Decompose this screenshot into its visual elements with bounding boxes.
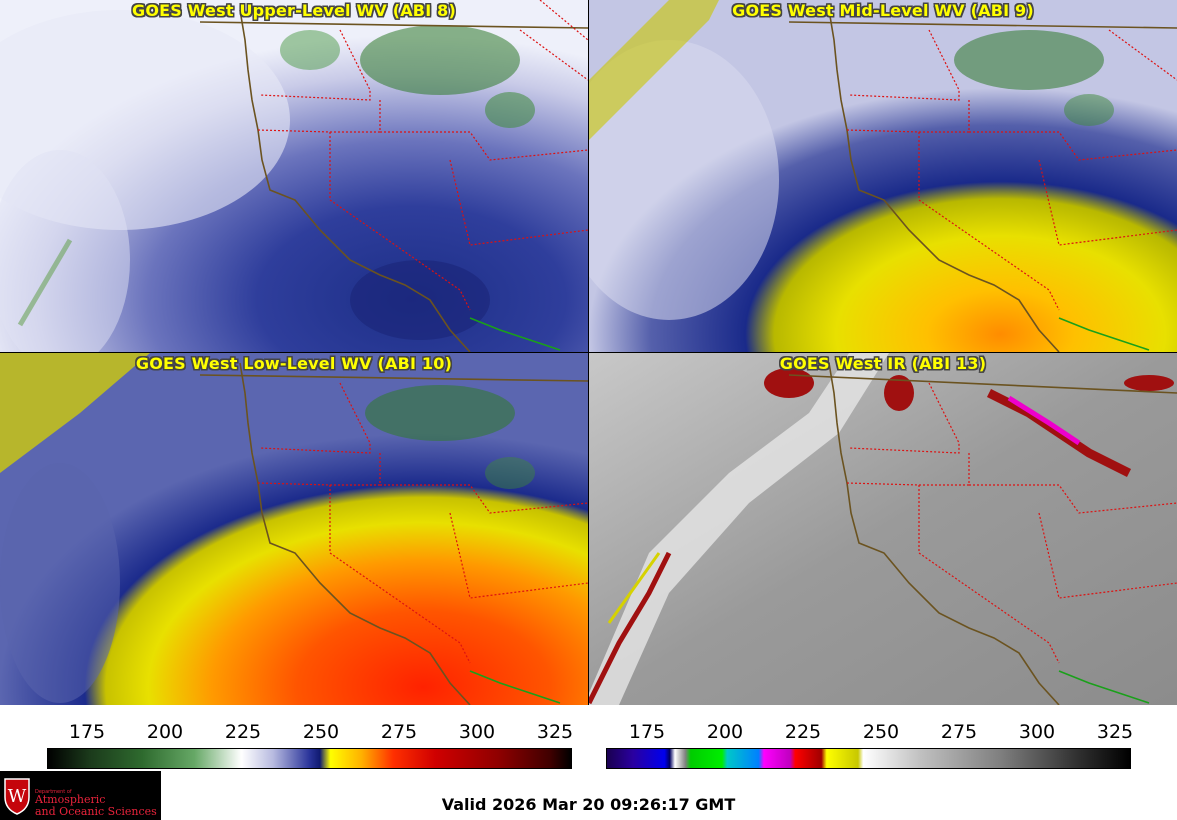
tick-label: 200 [706,721,744,743]
tick-label: 250 [302,721,340,743]
svg-text:W: W [8,786,27,807]
panel-title: GOES West Mid-Level WV (ABI 9) [732,1,1034,20]
logo-line-1: Atmospheric [35,793,106,806]
ir-color-scale [606,748,1131,769]
logo-department: Department of [35,789,72,795]
upper-level-wv-panel: GOES West Upper-Level WV (ABI 8) [0,0,588,352]
tick-label: 300 [1018,721,1056,743]
panel-title: GOES West Upper-Level WV (ABI 8) [132,1,456,20]
wv-colorbar: 175 200 225 250 275 300 325 [0,705,588,770]
tick-label: 325 [1096,721,1134,743]
tick-label: 175 [68,721,106,743]
tick-label: 300 [458,721,496,743]
logo-line-2: and Oceanic Sciences [35,805,157,818]
mid-level-wv-image [589,0,1177,352]
ir-colorbar: 175 200 225 250 275 300 325 [589,705,1177,770]
tick-label: 250 [862,721,900,743]
panel-title: GOES West Low-Level WV (ABI 10) [135,354,453,373]
tick-label: 225 [224,721,262,743]
tick-label: 325 [536,721,574,743]
wv-colorbar-ticks: 175 200 225 250 275 300 325 [0,721,588,765]
panel-divider-horizontal [0,352,1177,353]
valid-time: Valid 2026 Mar 20 09:26:17 GMT [441,795,736,814]
tick-label: 200 [146,721,184,743]
low-level-wv-panel: GOES West Low-Level WV (ABI 10) [0,353,588,705]
mid-level-wv-panel: GOES West Mid-Level WV (ABI 9) [589,0,1177,352]
uw-crest-icon: W [4,778,30,815]
ir-colorbar-ticks: 175 200 225 250 275 300 325 [589,721,1177,765]
ir-image [589,353,1177,705]
panel-title: GOES West IR (ABI 13) [779,354,987,373]
low-level-wv-image [0,353,588,705]
tick-label: 275 [380,721,418,743]
tick-label: 275 [940,721,978,743]
tick-label: 175 [628,721,666,743]
upper-level-wv-image [0,0,588,352]
tick-label: 225 [784,721,822,743]
ir-panel: GOES West IR (ABI 13) [589,353,1177,705]
aos-logo: W Department of Atmospheric and Oceanic … [0,771,161,820]
wv-color-scale [47,748,572,769]
